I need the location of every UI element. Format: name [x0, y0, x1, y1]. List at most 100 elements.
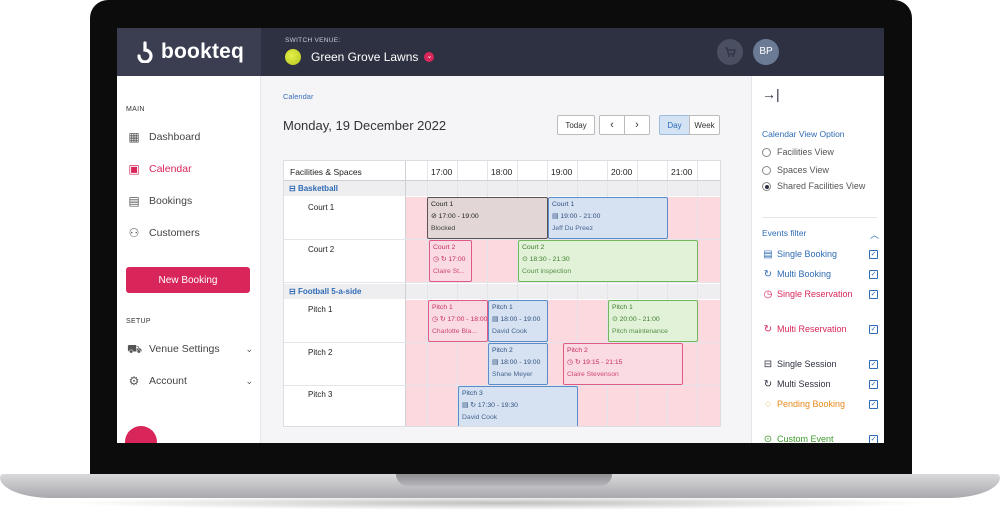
- venue-switcher[interactable]: Green Grove Lawns ⌄: [285, 49, 435, 65]
- setup-section-label: SETUP: [126, 318, 151, 325]
- sidebar-item-dashboard[interactable]: ▦ Dashboard: [127, 130, 253, 144]
- radio-spaces-view[interactable]: Spaces View: [762, 163, 877, 178]
- sidebar-item-label: Bookings: [149, 195, 193, 207]
- calendar-event[interactable]: Pitch 1 ◷ ↻ 17:00 - 18:00 Charlotte Bla.…: [428, 300, 488, 342]
- account-icon: ⚙: [128, 374, 140, 388]
- collapse-panel-icon[interactable]: →|: [762, 86, 780, 102]
- chevron-up-icon[interactable]: ︿: [870, 230, 880, 240]
- radio-label: Spaces View: [777, 165, 829, 175]
- facility-row-label: Court 1: [308, 203, 335, 212]
- filter-checkbox[interactable]: ✓: [869, 290, 878, 299]
- grid-line: [667, 161, 668, 426]
- filter-checkbox[interactable]: ✓: [869, 380, 878, 389]
- filter-checkbox[interactable]: ✓: [869, 360, 878, 369]
- calendar-event[interactable]: Court 2 ⊙ 18:30 - 21:30 Court inspection: [518, 240, 698, 282]
- hour-label: 19:00: [551, 167, 573, 177]
- logo-text: bookteq: [161, 40, 245, 63]
- sidebar-item-calendar[interactable]: ▣ Calendar: [127, 162, 253, 176]
- chat-launcher-button[interactable]: [125, 426, 157, 443]
- filter-single-reservation[interactable]: ◷ Single Reservation ✓: [762, 287, 882, 302]
- filter-multi-session[interactable]: ↻ Multi Session ✓: [762, 377, 882, 392]
- grid-line: [697, 161, 698, 426]
- page-title: Monday, 19 December 2022: [283, 118, 447, 133]
- event-time: ▤ 18:00 - 19:00: [492, 359, 541, 366]
- grid-line: [487, 161, 488, 426]
- main-section-label: MAIN: [126, 106, 145, 113]
- radio-facilities-view[interactable]: Facilities View: [762, 145, 877, 160]
- dashboard-icon: ▦: [128, 130, 140, 144]
- group-row-football[interactable]: ⊟ Football 5-a-side: [284, 284, 720, 299]
- calendar-event[interactable]: Court 2 ◷ ↻ 17:00 Claire St...: [429, 240, 472, 282]
- radio-dot-selected: [762, 182, 771, 191]
- filter-checkbox[interactable]: ✓: [869, 400, 878, 409]
- venue-name: Green Grove Lawns: [311, 50, 419, 64]
- event-facility: Pitch 1: [612, 304, 633, 311]
- filter-label: Single Reservation: [777, 289, 853, 299]
- event-name: Claire St...: [433, 268, 465, 275]
- group-row-basketball[interactable]: ⊟ Basketball: [284, 181, 720, 196]
- filter-label: Multi Reservation: [777, 324, 847, 334]
- multi-session-icon: ↻: [763, 379, 773, 390]
- filter-multi-reservation[interactable]: ↻ Multi Reservation ✓: [762, 322, 882, 337]
- user-avatar[interactable]: BP: [753, 39, 779, 65]
- facility-row-label: Pitch 3: [308, 390, 333, 399]
- cart-icon[interactable]: [717, 39, 743, 65]
- next-day-button[interactable]: ›: [624, 115, 650, 135]
- prev-day-button[interactable]: ‹: [599, 115, 625, 135]
- today-button[interactable]: Today: [557, 115, 595, 135]
- multi-booking-icon: ↻: [763, 269, 773, 280]
- group-label: ⊟ Basketball: [289, 184, 338, 193]
- breadcrumb[interactable]: Calendar: [283, 92, 314, 101]
- filter-label: Custom Event: [777, 434, 834, 443]
- sidebar-item-venue-settings[interactable]: ⛟ Venue Settings ⌄: [127, 342, 253, 356]
- calendar-event[interactable]: Pitch 2 ▤ 18:00 - 19:00 Shane Meyer: [488, 343, 548, 385]
- calendar-event[interactable]: Pitch 3 ▤ ↻ 17:30 - 19:30 David Cook: [458, 386, 578, 426]
- single-session-icon: ⊟: [763, 359, 773, 370]
- radio-dot: [762, 166, 771, 175]
- filter-pending-booking[interactable]: ◌ Pending Booking ✓: [762, 397, 882, 412]
- radio-dot: [762, 148, 771, 157]
- calendar-event[interactable]: Pitch 1 ▤ 18:00 - 19:00 David Cook: [488, 300, 548, 342]
- event-facility: Pitch 2: [567, 347, 588, 354]
- filter-multi-booking[interactable]: ↻ Multi Booking ✓: [762, 267, 882, 282]
- custom-event-icon: ⊙: [763, 434, 773, 443]
- new-booking-button[interactable]: New Booking: [126, 267, 250, 293]
- app-screen: bookteq SWITCH VENUE: Green Grove Lawns …: [117, 28, 884, 443]
- week-view-button[interactable]: Week: [689, 115, 720, 135]
- event-facility: Pitch 1: [432, 304, 453, 311]
- calendar-grid: ⊟ Basketball ⊟ Football 5-a-side: [283, 160, 721, 427]
- single-reservation-icon: ◷: [763, 289, 773, 300]
- event-facility: Court 1: [431, 201, 454, 208]
- grid-line: [637, 161, 638, 426]
- sidebar-item-label: Dashboard: [149, 131, 201, 143]
- calendar-event[interactable]: Pitch 2 ◷ ↻ 19:15 - 21:15 Claire Stevens…: [563, 343, 683, 385]
- calendar-event[interactable]: Court 1 ▤ 19:00 - 21:00 Jeff Du Preez: [548, 197, 668, 239]
- filter-custom-event[interactable]: ⊙ Custom Event ✓: [762, 432, 882, 443]
- event-time: ◷ ↻ 17:00: [433, 256, 466, 263]
- sidebar-item-customers[interactable]: ⚇ Customers: [127, 226, 253, 240]
- filter-checkbox[interactable]: ✓: [869, 325, 878, 334]
- filter-checkbox[interactable]: ✓: [869, 250, 878, 259]
- switch-venue-label: SWITCH VENUE:: [285, 37, 341, 44]
- filter-label: Pending Booking: [777, 399, 846, 409]
- filter-checkbox[interactable]: ✓: [869, 435, 878, 443]
- calendar-event[interactable]: Court 1 ⊘ 17:00 - 19:00 Blocked: [427, 197, 548, 239]
- right-panel: →| Calendar View Option Facilities View …: [751, 76, 884, 443]
- laptop-shadow: [60, 496, 940, 510]
- logo[interactable]: bookteq: [117, 28, 261, 76]
- event-name: Blocked: [431, 225, 456, 232]
- radio-shared-facilities-view[interactable]: Shared Facilities View: [762, 179, 877, 194]
- sidebar: MAIN ▦ Dashboard ▣ Calendar ▤ Bookings ⚇…: [117, 76, 261, 443]
- grid-line: [457, 161, 458, 426]
- event-name: David Cook: [462, 414, 498, 421]
- day-view-button[interactable]: Day: [659, 115, 690, 135]
- filter-single-booking[interactable]: ▤ Single Booking ✓: [762, 247, 882, 262]
- grid-line: [427, 161, 428, 426]
- sidebar-item-account[interactable]: ⚙ Account ⌄: [127, 374, 253, 388]
- sidebar-item-bookings[interactable]: ▤ Bookings: [127, 194, 253, 208]
- calendar-event[interactable]: Pitch 1 ⊙ 20:00 - 21:00 Pitch maintenanc…: [608, 300, 698, 342]
- grid-line: [577, 161, 578, 426]
- event-name: David Cook: [492, 328, 528, 335]
- filter-single-session[interactable]: ⊟ Single Session ✓: [762, 357, 882, 372]
- filter-checkbox[interactable]: ✓: [869, 270, 878, 279]
